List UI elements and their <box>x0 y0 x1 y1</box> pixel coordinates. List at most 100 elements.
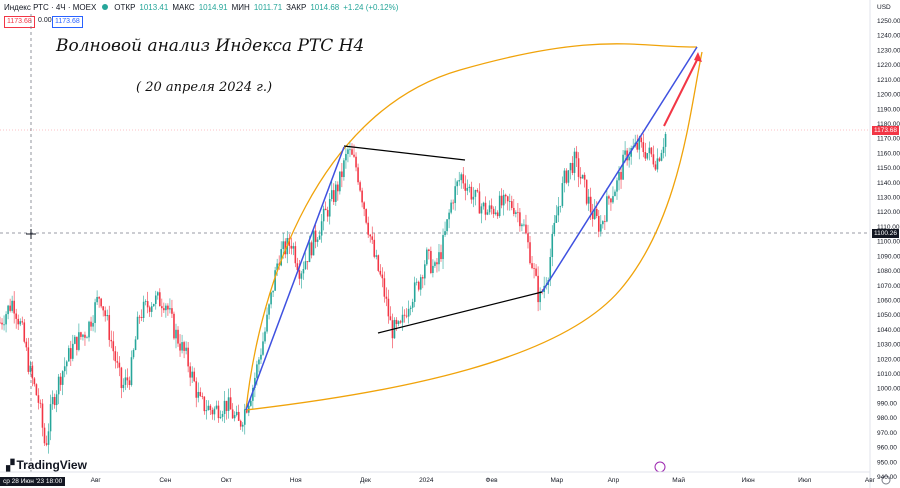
candle-body <box>227 397 230 411</box>
candle-body <box>169 308 171 310</box>
candle-body <box>324 208 327 211</box>
chart-title: Волновой анализ Индекса РТС H4 <box>56 36 365 56</box>
candle-body <box>55 394 58 406</box>
price-tick-label: 1160.00 <box>877 150 900 157</box>
candle-body <box>72 343 74 359</box>
tradingview-logo[interactable]: ▞ TradingView <box>6 458 87 472</box>
candle-body <box>589 196 592 213</box>
candle-body <box>128 380 131 386</box>
candle-body <box>233 415 236 419</box>
candle-body <box>306 261 309 263</box>
candle-body <box>88 321 90 338</box>
tradingview-label: TradingView <box>16 458 87 472</box>
buy-button[interactable]: 1173.68 <box>52 16 83 28</box>
candle-body <box>446 219 448 232</box>
price-tick-label: 1230.00 <box>877 47 900 54</box>
candle-body <box>61 371 64 385</box>
candle-body <box>472 196 475 200</box>
candle-body <box>114 351 117 362</box>
candle-body <box>569 163 572 171</box>
candle-body <box>355 156 357 168</box>
candle-body <box>417 281 420 290</box>
currency-label[interactable]: USD <box>877 4 891 11</box>
price-tick-label: 960.00 <box>877 445 897 452</box>
crosshair-date-tag: ср 28 Июн '23 18:00 <box>0 477 66 486</box>
candle-body <box>442 235 444 260</box>
candle-body <box>217 405 220 419</box>
candle-body <box>500 195 503 206</box>
candle-body <box>482 202 485 207</box>
candle-body <box>369 234 371 237</box>
sell-button[interactable]: 1173.68 <box>4 16 35 28</box>
candle-body <box>494 212 497 215</box>
candle-body <box>215 405 218 409</box>
candle-body <box>37 395 40 403</box>
candle-body <box>539 291 541 303</box>
candle-body <box>152 303 155 307</box>
candle-body <box>351 149 353 155</box>
candle-body <box>484 202 487 215</box>
candle-body <box>35 384 38 396</box>
candle-body <box>312 230 315 256</box>
candle-body <box>266 314 268 332</box>
candle-body <box>102 306 104 311</box>
time-tick-label: Дек <box>360 477 371 484</box>
candle-body <box>523 224 525 226</box>
candle-body <box>290 245 293 249</box>
candle-body <box>581 174 584 179</box>
candle-body <box>610 198 612 203</box>
candle-body <box>229 397 232 410</box>
candle-body <box>146 301 149 308</box>
candle-body <box>250 400 252 406</box>
candle-body <box>474 190 477 197</box>
price-tick-label: 970.00 <box>877 430 897 437</box>
candle-body <box>365 209 367 223</box>
candle-body <box>353 154 355 157</box>
candle-body <box>296 263 299 271</box>
candle-body <box>662 146 665 153</box>
candle-body <box>389 316 392 321</box>
candle-body <box>104 310 106 317</box>
price-tick-label: 990.00 <box>877 400 897 407</box>
candle-body <box>411 301 414 308</box>
close-label: ЗАКР <box>286 2 307 12</box>
candle-body <box>432 265 434 273</box>
candle-body <box>63 366 66 372</box>
candle-body <box>553 222 556 234</box>
open-label: ОТКР <box>114 2 136 12</box>
candle-body <box>456 181 458 187</box>
candle-body <box>86 337 88 339</box>
candle-body <box>644 152 647 159</box>
candle-body <box>413 282 416 302</box>
candle-body <box>268 304 270 315</box>
candle-body <box>343 160 345 178</box>
candle-body <box>45 443 48 445</box>
candle-body <box>221 414 224 417</box>
price-tick-label: 1240.00 <box>877 33 900 40</box>
candle-body <box>320 221 323 236</box>
candle-body <box>537 275 539 303</box>
candle-body <box>213 408 216 415</box>
price-tick-label: 1000.00 <box>877 386 900 393</box>
candle-body <box>450 202 452 213</box>
candle-body <box>132 350 135 358</box>
candle-body <box>387 298 390 317</box>
candle-body <box>648 147 651 154</box>
price-tick-label: 1030.00 <box>877 342 900 349</box>
candle-body <box>207 405 210 411</box>
time-tick-label: Май <box>672 476 685 484</box>
candle-body <box>47 431 50 445</box>
candle-body <box>330 190 333 200</box>
candle-body <box>567 170 570 183</box>
candle-body <box>517 212 519 214</box>
candle-body <box>118 362 121 368</box>
candle-body <box>292 246 295 249</box>
arc-upper <box>245 43 698 411</box>
time-tick-label: Июл <box>798 477 811 484</box>
candle-body <box>280 249 282 266</box>
candle-body <box>521 224 523 227</box>
price-tick-label: 1200.00 <box>877 92 900 99</box>
candle-body <box>373 239 376 257</box>
symbol-label[interactable]: Индекс РТС · 4Ч · MOEX <box>4 2 97 12</box>
